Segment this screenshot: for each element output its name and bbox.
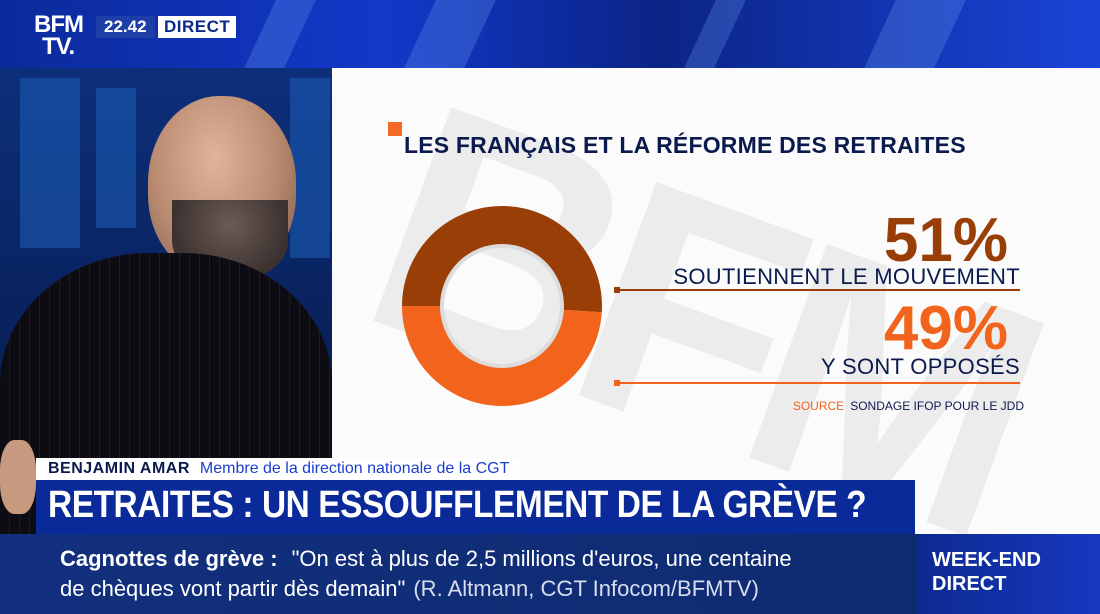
- ticker-topic: Cagnottes de grève :: [60, 546, 278, 571]
- label-support: SOUTIENNENT LE MOUVEMENT: [673, 264, 1020, 289]
- title-square-icon: [388, 122, 402, 136]
- ticker-attribution: (R. Altmann, CGT Infocom/BFMTV): [413, 576, 759, 601]
- program-line-1: WEEK-END: [932, 549, 1041, 571]
- headline-text: RETRAITES : UN ESSOUFFLEMENT DE LA GRÈVE…: [48, 484, 867, 526]
- donut-inner-ring: [440, 244, 564, 368]
- ticker-quote-2: de chèques vont partir dès demain": [60, 576, 406, 601]
- label-oppose: Y SONT OPPOSÉS: [820, 354, 1020, 379]
- donut-chart: [402, 205, 602, 406]
- poll-graphic-panel: BFM LES FRANÇAIS ET LA RÉFORME DES RETRA…: [332, 68, 1100, 536]
- donut-slice-0: [402, 205, 602, 313]
- source-text: SONDAGE IFOP POUR LE JDD: [850, 399, 1024, 413]
- program-badge: WEEK-END DIRECT: [918, 534, 1100, 614]
- rule-oppose: [616, 382, 1020, 384]
- donut-slice-1: [402, 306, 602, 406]
- source-label: SOURCE: [792, 399, 845, 413]
- guest-name: BENJAMIN AMAR: [48, 460, 190, 477]
- percent-support: 51%: [883, 206, 1008, 275]
- program-line-2: DIRECT: [932, 573, 1007, 595]
- clock: 22.42: [96, 16, 155, 38]
- headline-bar: RETRAITES : UN ESSOUFFLEMENT DE LA GRÈVE…: [36, 480, 915, 534]
- rule-support: [616, 289, 1020, 291]
- graphic-title: LES FRANÇAIS ET LA RÉFORME DES RETRAITES: [404, 132, 966, 158]
- news-ticker: Cagnottes de grève : "On est à plus de 2,…: [0, 534, 930, 614]
- guest-hand: [0, 440, 36, 514]
- ticker-line-2: de chèques vont partir dès demain" (R. Al…: [60, 576, 759, 602]
- guest-role: Membre de la direction nationale de la C…: [199, 460, 510, 477]
- ticker-line-1: Cagnottes de grève : "On est à plus de 2,…: [60, 546, 792, 572]
- name-bar: BENJAMIN AMAR Membre de la direction nati…: [36, 458, 520, 480]
- bfmtv-logo: BFM TV.: [34, 11, 84, 60]
- percent-oppose: 49%: [883, 294, 1008, 363]
- live-badge: DIRECT: [158, 16, 237, 38]
- source-line: SOURCE SONDAGE IFOP POUR LE JDD: [793, 399, 1024, 413]
- ticker-quote-1: "On est à plus de 2,5 millions d'euros, …: [291, 546, 792, 571]
